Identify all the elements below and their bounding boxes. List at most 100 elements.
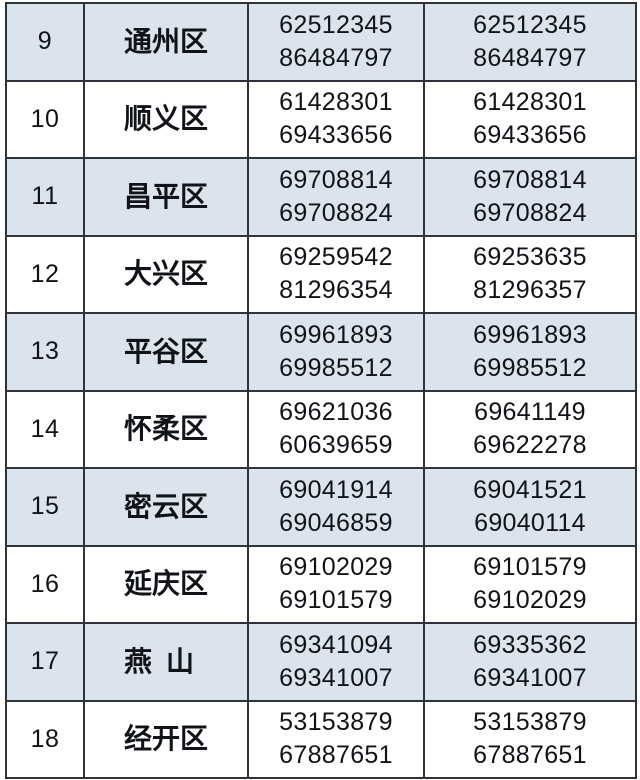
cell-phone-primary: 61428301 69433656 — [247, 79, 425, 159]
phone-number: 69102029 — [473, 586, 587, 615]
phone-number: 69708824 — [473, 198, 587, 227]
cell-row-index: 16 — [5, 544, 85, 624]
phone-number: 69961893 — [279, 320, 393, 349]
phone-number: 69046859 — [279, 508, 393, 537]
phone-number-group: 69641149 69622278 — [427, 396, 633, 462]
district-name-value: 通州区 — [123, 25, 208, 57]
cell-phone-primary: 69259542 81296354 — [247, 234, 425, 314]
cell-phone-secondary: 62512345 86484797 — [423, 2, 637, 82]
row-index-value: 14 — [30, 414, 60, 443]
cell-phone-secondary: 61428301 69433656 — [423, 79, 637, 159]
district-name-value: 顺义区 — [123, 103, 208, 135]
cell-district-name: 昌平区 — [83, 157, 249, 237]
phone-number: 69622278 — [473, 431, 587, 460]
cell-district-name: 平谷区 — [83, 312, 249, 392]
district-phone-table: 9 通州区 62512345 86484797 62512345 86484797 10 顺义… — [5, 2, 637, 779]
cell-phone-primary: 53153879 67887651 — [247, 699, 425, 779]
district-name-value: 燕山 — [123, 645, 208, 677]
cell-district-name: 顺义区 — [83, 79, 249, 159]
phone-number-group: 69041914 69046859 — [251, 474, 421, 540]
phone-number-group: 53153879 67887651 — [427, 706, 633, 772]
phone-number-group: 69341094 69341007 — [251, 629, 421, 695]
phone-number: 69341094 — [279, 630, 393, 659]
phone-number-group: 62512345 86484797 — [251, 9, 421, 75]
phone-number-group: 69961893 69985512 — [427, 319, 633, 385]
row-index-value: 17 — [30, 647, 60, 676]
phone-number: 86484797 — [473, 43, 587, 72]
phone-number: 69961893 — [473, 320, 587, 349]
phone-number: 69621036 — [279, 398, 393, 427]
phone-number: 53153879 — [279, 708, 393, 737]
phone-number-group: 69335362 69341007 — [427, 629, 633, 695]
phone-number-group: 61428301 69433656 — [251, 86, 421, 152]
row-index-value: 11 — [31, 182, 59, 211]
cell-phone-primary: 62512345 86484797 — [247, 2, 425, 82]
phone-number-group: 53153879 67887651 — [251, 706, 421, 772]
cell-district-name: 密云区 — [83, 467, 249, 547]
cell-phone-secondary: 69041521 69040114 — [423, 467, 637, 547]
table-row: 12 大兴区 69259542 81296354 69253635 81296357 — [5, 234, 637, 314]
phone-number-group: 69621036 60639659 — [251, 396, 421, 462]
phone-number: 69985512 — [279, 353, 393, 382]
table-body: 9 通州区 62512345 86484797 62512345 86484797 10 顺义… — [5, 2, 637, 779]
cell-row-index: 11 — [5, 157, 85, 237]
cell-phone-secondary: 69253635 81296357 — [423, 234, 637, 314]
cell-phone-primary: 69621036 60639659 — [247, 389, 425, 469]
district-name-value: 昌平区 — [123, 180, 208, 212]
phone-number-group: 61428301 69433656 — [427, 86, 633, 152]
table-row: 15 密云区 69041914 69046859 69041521 69040114 — [5, 467, 637, 547]
district-name-value: 经开区 — [123, 723, 208, 755]
phone-number: 69708814 — [279, 165, 393, 194]
cell-phone-secondary: 69335362 69341007 — [423, 622, 637, 702]
row-index-value: 13 — [30, 337, 60, 366]
phone-number: 69259542 — [279, 243, 393, 272]
phone-number-group: 69708814 69708824 — [251, 164, 421, 230]
district-name-value: 延庆区 — [123, 568, 208, 600]
cell-district-name: 燕山 — [83, 622, 249, 702]
phone-number: 69708814 — [473, 165, 587, 194]
district-name-value: 大兴区 — [123, 258, 208, 290]
phone-number: 81296357 — [473, 276, 587, 305]
phone-number: 69335362 — [473, 630, 587, 659]
phone-number: 67887651 — [473, 741, 587, 770]
phone-number-group: 69259542 81296354 — [251, 241, 421, 307]
cell-row-index: 14 — [5, 389, 85, 469]
cell-district-name: 延庆区 — [83, 544, 249, 624]
phone-number: 69641149 — [474, 398, 586, 427]
phone-number: 69102029 — [279, 553, 393, 582]
cell-district-name: 经开区 — [83, 699, 249, 779]
cell-row-index: 17 — [5, 622, 85, 702]
cell-row-index: 18 — [5, 699, 85, 779]
phone-number: 69433656 — [279, 121, 393, 150]
phone-number-group: 69041521 69040114 — [427, 474, 633, 540]
row-index-value: 15 — [30, 492, 60, 521]
phone-number: 69341007 — [279, 663, 393, 692]
phone-number: 69041521 — [473, 475, 587, 504]
phone-number: 69101579 — [279, 586, 393, 615]
phone-number: 60639659 — [279, 431, 393, 460]
cell-row-index: 12 — [5, 234, 85, 314]
cell-phone-secondary: 69961893 69985512 — [423, 312, 637, 392]
cell-row-index: 13 — [5, 312, 85, 392]
phone-number: 61428301 — [473, 88, 587, 117]
phone-number: 69985512 — [473, 353, 587, 382]
phone-number-group: 69101579 69102029 — [427, 551, 633, 617]
cell-phone-primary: 69708814 69708824 — [247, 157, 425, 237]
phone-number: 69041914 — [279, 475, 393, 504]
phone-number: 69341007 — [473, 663, 587, 692]
phone-number-group: 69708814 69708824 — [427, 164, 633, 230]
cell-phone-secondary: 69708814 69708824 — [423, 157, 637, 237]
phone-number-group: 62512345 86484797 — [427, 9, 633, 75]
row-index-value: 12 — [30, 259, 60, 288]
table-row: 17 燕山 69341094 69341007 69335362 69341007 — [5, 622, 637, 702]
phone-number: 69101579 — [473, 553, 587, 582]
cell-phone-secondary: 69101579 69102029 — [423, 544, 637, 624]
table-row: 14 怀柔区 69621036 60639659 69641149 69622278 — [5, 389, 637, 469]
cell-row-index: 9 — [5, 2, 85, 82]
phone-number: 61428301 — [279, 88, 393, 117]
phone-number: 69253635 — [473, 243, 587, 272]
phone-number-group: 69253635 81296357 — [427, 241, 633, 307]
cell-row-index: 10 — [5, 79, 85, 159]
district-name-value: 平谷区 — [123, 335, 208, 367]
